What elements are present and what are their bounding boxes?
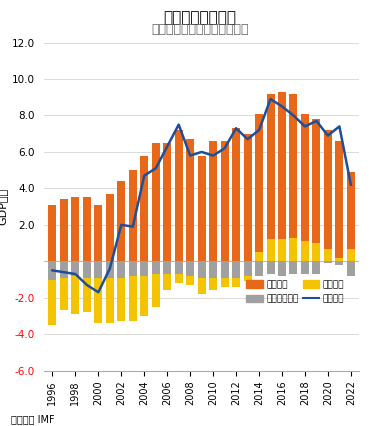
Bar [221,278,229,287]
Bar [106,261,114,278]
Bar [232,261,240,278]
Bar [186,139,194,261]
Bar [60,261,68,278]
Bar [312,119,320,243]
Bar [94,278,102,323]
Bar [347,172,355,248]
Bar [48,261,57,279]
Bar [106,194,114,261]
Bar [140,155,148,261]
Bar [209,278,217,291]
Bar [324,261,332,263]
Bar [94,261,102,278]
Bar [163,143,171,261]
Bar [60,278,68,311]
Bar [198,155,206,261]
Bar [335,261,343,265]
Bar [83,261,91,278]
Bar [117,261,125,278]
Bar [266,239,275,261]
Bar [198,278,206,294]
Bar [289,94,297,238]
Bar [163,261,171,274]
Bar [175,274,183,283]
Bar [221,141,229,261]
Bar [347,261,355,276]
Bar [71,276,80,314]
Bar [83,198,91,261]
Text: （出所） IMF: （出所） IMF [11,414,55,424]
Bar [140,261,148,276]
Bar [48,279,57,325]
Bar [255,252,263,261]
Bar [243,134,252,261]
Bar [266,94,275,239]
Bar [106,278,114,323]
Bar [186,261,194,276]
Bar [335,141,343,258]
Bar [312,261,320,274]
Bar [140,276,148,316]
Bar [255,114,263,252]
Bar [278,239,286,261]
Bar [60,199,68,261]
Bar [117,181,125,261]
Legend: 貳易収支, サービス収支, 所得収支, 経常収支: 貳易収支, サービス収支, 所得収支, 経常収支 [243,276,348,307]
Bar [175,130,183,261]
Bar [94,205,102,261]
Bar [312,243,320,261]
Bar [163,274,171,291]
Y-axis label: GDP比％: GDP比％ [0,188,7,225]
Bar [347,248,355,261]
Bar [129,170,137,261]
Bar [152,261,160,274]
Bar [129,261,137,276]
Bar [243,276,252,281]
Bar [255,261,263,276]
Bar [301,241,309,261]
Bar [289,261,297,274]
Bar [232,278,240,287]
Text: ～黒字の多くを貳易で稼ぐ～: ～黒字の多くを貳易で稼ぐ～ [151,23,249,37]
Bar [301,114,309,241]
Bar [152,274,160,307]
Bar [117,278,125,321]
Text: ドイツの経常収支: ドイツの経常収支 [163,11,236,26]
Bar [186,276,194,285]
Bar [198,261,206,278]
Bar [301,261,309,274]
Bar [289,238,297,261]
Bar [209,261,217,278]
Bar [324,248,332,261]
Bar [266,261,275,274]
Bar [221,261,229,278]
Bar [324,130,332,248]
Bar [232,128,240,261]
Bar [278,261,286,276]
Bar [175,261,183,274]
Bar [71,261,80,276]
Bar [209,141,217,261]
Bar [48,205,57,261]
Bar [71,198,80,261]
Bar [83,278,91,312]
Bar [278,92,286,239]
Bar [129,276,137,321]
Bar [335,258,343,261]
Bar [243,261,252,276]
Bar [152,143,160,261]
